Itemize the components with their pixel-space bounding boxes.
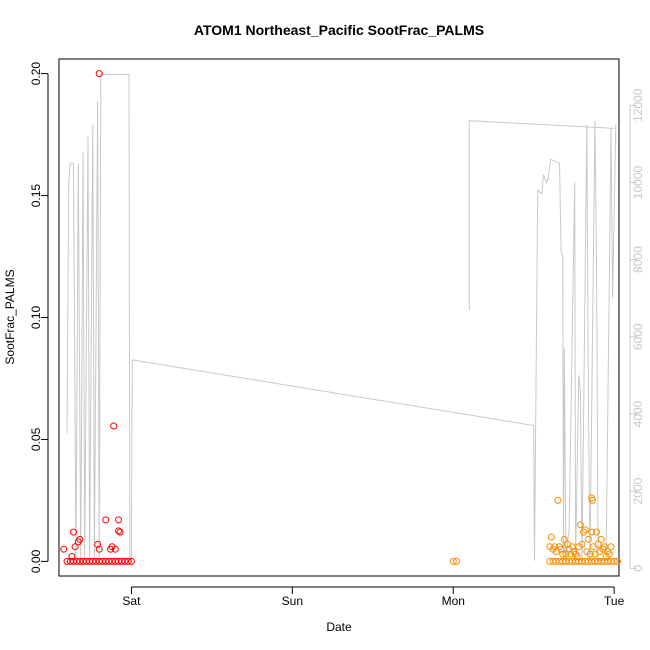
data-point-0-36 — [124, 557, 132, 565]
secondary-tick-label-6: 12000 — [631, 88, 645, 122]
data-point-0-1 — [68, 553, 76, 560]
secondary-tick-label-3: 6000 — [631, 323, 645, 350]
data-point-1-64 — [613, 557, 621, 565]
data-point-1-7 — [554, 496, 562, 504]
secondary-tick-label-4: 8000 — [631, 246, 645, 273]
data-point-0-15 — [116, 528, 124, 536]
data-point-1-11 — [560, 535, 568, 543]
secondary-tick-label-0: 0 — [631, 565, 645, 572]
data-point-0-0 — [60, 545, 68, 553]
chart-title: ATOM1 Northeast_Pacific SootFrac_PALMS — [194, 22, 484, 38]
axes-layer: 0.00 0.05 0.10 0.15 0.20 0 2000 4000 6000 8000 100… — [29, 62, 645, 608]
data-point-0-33 — [111, 557, 119, 565]
y-tick-label-2: 0.10 — [29, 305, 43, 329]
points-layer — [60, 70, 621, 565]
data-point-0-12 — [110, 422, 118, 430]
secondary-tick-label-1: 2000 — [631, 477, 645, 504]
data-point-1-19 — [573, 553, 581, 560]
data-point-1-26 — [584, 535, 592, 543]
altitude-line-segment — [468, 120, 615, 310]
data-point-0-13 — [111, 545, 119, 553]
plot-frame — [58, 58, 620, 577]
data-point-1-10 — [559, 550, 567, 558]
y-axis-label: SootFrac_PALMS — [3, 269, 17, 364]
secondary-tick-label-5: 10000 — [631, 165, 645, 199]
y-tick-label-1: 0.05 — [29, 427, 43, 451]
data-point-0-14 — [115, 516, 122, 524]
data-point-1-9 — [557, 545, 565, 553]
x-tick-label-2: Mon — [442, 594, 465, 608]
data-point-1-42 — [607, 543, 615, 551]
y-tick-label-0: 0.00 — [29, 549, 43, 573]
x-tick-label-1: Sun — [282, 594, 303, 608]
data-point-1-12 — [562, 550, 570, 558]
data-point-0-7 — [94, 540, 102, 548]
altitude-line — [66, 73, 617, 562]
data-point-1-22 — [578, 540, 586, 548]
data-point-1-3 — [547, 533, 555, 541]
data-point-0-6 — [95, 70, 103, 78]
data-point-1-34 — [594, 540, 602, 548]
data-point-1-24 — [581, 526, 589, 534]
data-point-1-28 — [588, 528, 596, 536]
data-point-1-1 — [453, 557, 460, 565]
data-point-1-5 — [551, 543, 559, 551]
y-tick-label-3: 0.15 — [29, 184, 43, 208]
data-point-0-2 — [70, 528, 77, 536]
secondary-tick-label-2: 4000 — [631, 400, 645, 427]
data-point-0-3 — [71, 543, 79, 551]
x-axis-label: Date — [326, 620, 352, 634]
data-point-1-30 — [588, 496, 596, 504]
data-point-1-21 — [576, 521, 584, 529]
data-point-0-5 — [76, 535, 84, 543]
data-point-1-41 — [605, 550, 613, 558]
data-point-0-8 — [95, 545, 103, 553]
altitude-line-layer — [66, 73, 617, 562]
data-point-0-37 — [127, 557, 135, 565]
data-point-1-36 — [597, 535, 605, 543]
data-point-0-16 — [115, 527, 122, 535]
data-point-1-33 — [593, 528, 600, 536]
data-point-1-63 — [610, 557, 618, 565]
data-point-1-0 — [449, 557, 457, 565]
data-point-1-27 — [586, 550, 594, 558]
y-tick-label-4: 0.20 — [29, 62, 43, 86]
x-tick-label-0: Sat — [122, 594, 141, 608]
data-point-0-9 — [102, 516, 110, 524]
x-tick-label-3: Tue — [604, 594, 625, 608]
